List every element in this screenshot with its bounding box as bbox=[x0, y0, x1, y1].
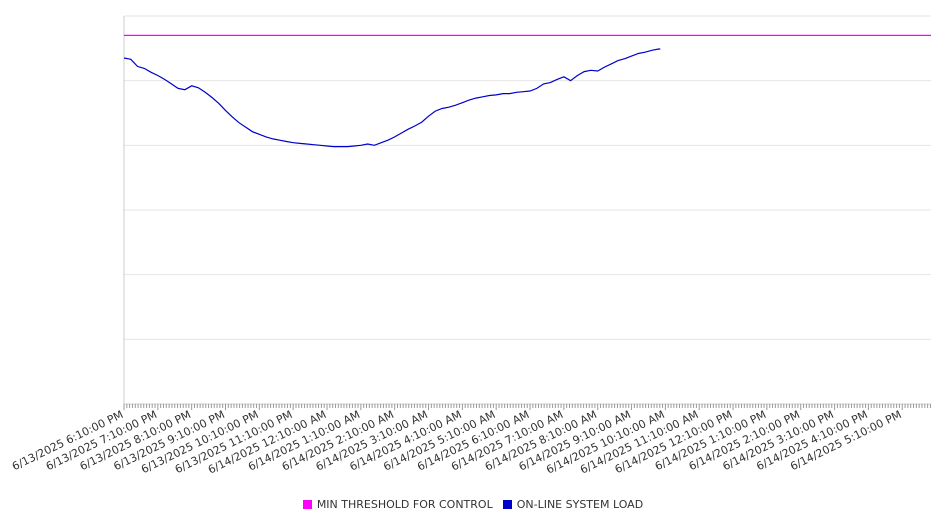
legend: MIN THRESHOLD FOR CONTROL ON-LINE SYSTEM… bbox=[0, 498, 946, 511]
gridlines bbox=[124, 15, 931, 340]
legend-item-system-load[interactable]: ON-LINE SYSTEM LOAD bbox=[502, 498, 644, 511]
series-lines bbox=[123, 34, 931, 148]
legend-swatch-min-threshold bbox=[302, 500, 312, 509]
legend-swatch-system-load bbox=[502, 500, 512, 509]
axes bbox=[123, 16, 931, 410]
legend-label-min-threshold: MIN THRESHOLD FOR CONTROL bbox=[316, 498, 493, 511]
legend-item-min-threshold[interactable]: MIN THRESHOLD FOR CONTROL bbox=[302, 498, 493, 511]
series-line-system-load bbox=[123, 48, 661, 148]
legend-label-system-load: ON-LINE SYSTEM LOAD bbox=[516, 498, 644, 511]
x-tick-labels: 6/13/2025 6:10:00 PM6/13/2025 7:10:00 PM… bbox=[10, 408, 904, 477]
